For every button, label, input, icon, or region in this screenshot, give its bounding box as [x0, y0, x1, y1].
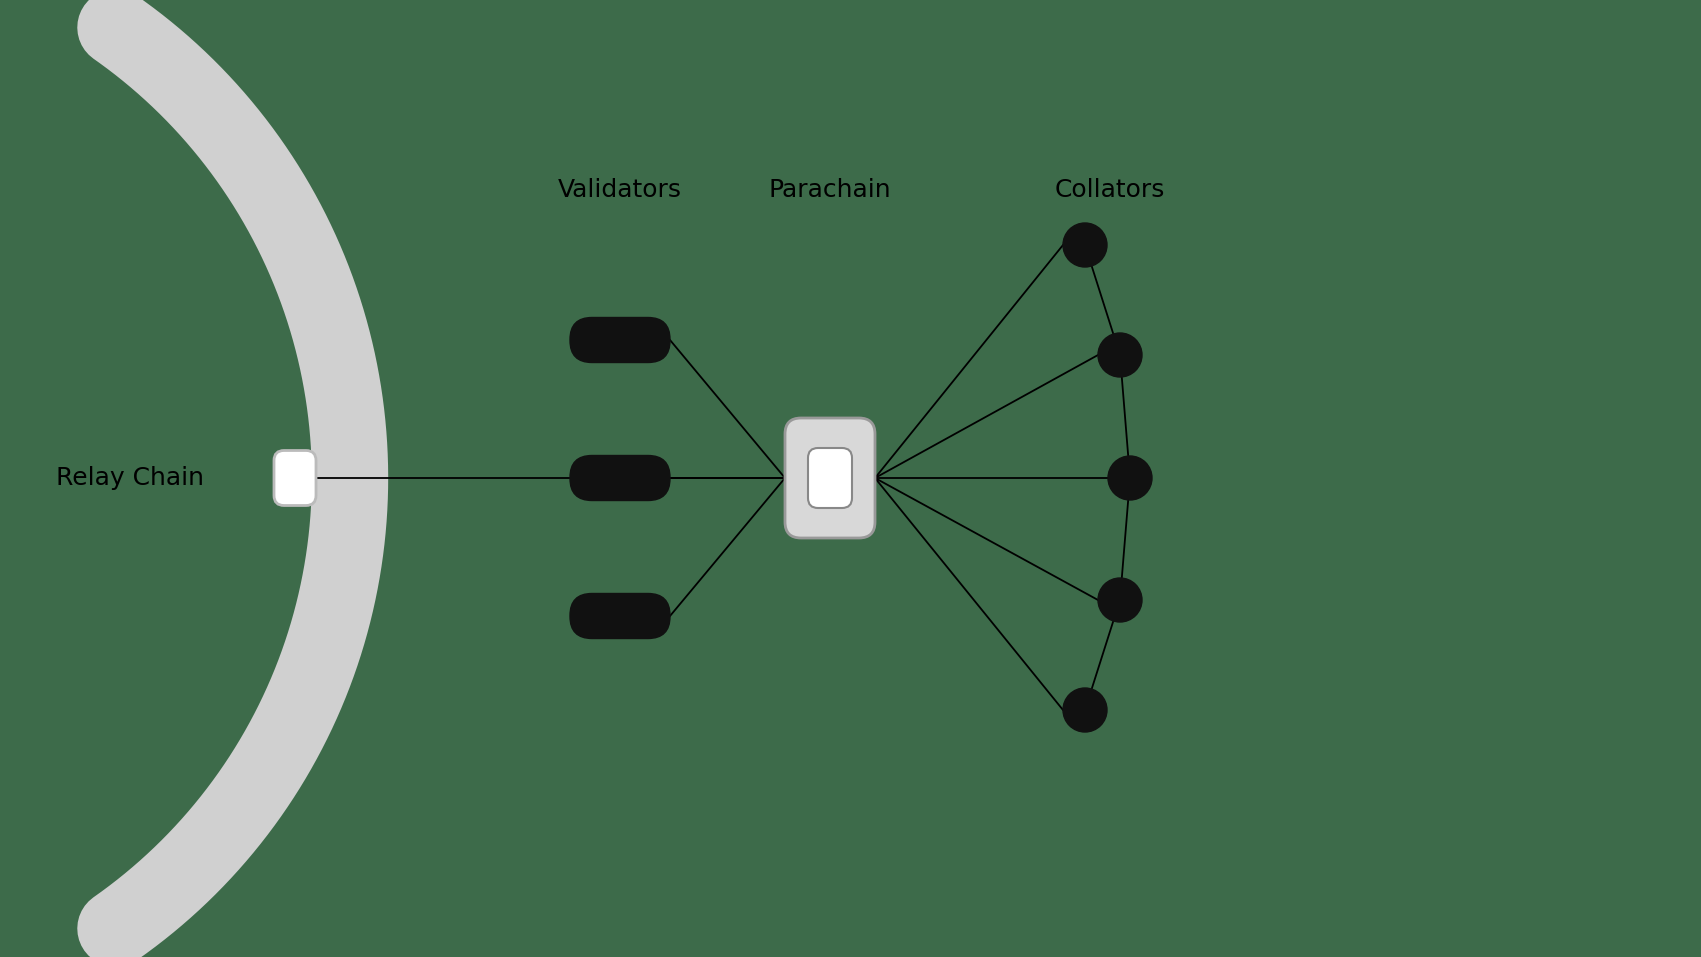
Circle shape — [1099, 578, 1141, 622]
Text: Relay Chain: Relay Chain — [56, 466, 204, 490]
FancyBboxPatch shape — [570, 456, 670, 501]
FancyBboxPatch shape — [784, 418, 874, 538]
Circle shape — [1099, 333, 1141, 377]
Circle shape — [1063, 688, 1107, 732]
Text: Parachain: Parachain — [769, 178, 891, 202]
FancyBboxPatch shape — [570, 593, 670, 638]
Circle shape — [1107, 456, 1152, 500]
Circle shape — [1063, 223, 1107, 267]
Text: Validators: Validators — [558, 178, 682, 202]
FancyBboxPatch shape — [570, 318, 670, 363]
FancyBboxPatch shape — [808, 448, 852, 508]
Text: Collators: Collators — [1055, 178, 1165, 202]
FancyBboxPatch shape — [274, 451, 316, 505]
